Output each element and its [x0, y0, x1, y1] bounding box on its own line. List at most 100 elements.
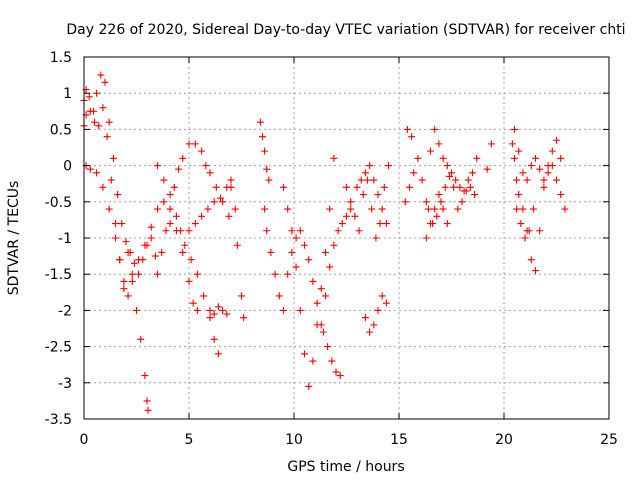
data-point — [101, 78, 109, 86]
data-point — [372, 234, 380, 242]
data-point — [330, 241, 338, 249]
data-point — [185, 277, 193, 285]
data-point — [343, 183, 350, 191]
data-point — [532, 154, 539, 162]
data-point — [105, 118, 113, 126]
data-points — [80, 71, 569, 414]
data-point — [85, 93, 93, 101]
data-point — [267, 248, 275, 256]
data-point — [424, 205, 432, 213]
data-point — [256, 118, 264, 126]
data-point — [347, 205, 355, 213]
data-point — [292, 234, 300, 242]
data-point — [166, 191, 174, 199]
data-point — [376, 220, 384, 228]
data-point — [561, 205, 569, 213]
data-point — [154, 162, 161, 170]
x-tick-labels: 0 5 10 15 20 25 — [80, 432, 618, 448]
data-point — [301, 241, 308, 249]
data-point — [122, 238, 130, 246]
data-point — [366, 328, 374, 336]
data-point — [179, 248, 187, 256]
data-point — [326, 263, 334, 271]
data-point — [515, 147, 523, 155]
data-point — [170, 183, 178, 191]
data-point — [328, 357, 336, 365]
data-point — [99, 104, 107, 112]
data-point — [200, 292, 208, 300]
data-point — [128, 277, 136, 285]
data-point — [151, 252, 159, 260]
data-point — [450, 183, 458, 191]
data-point — [97, 71, 105, 79]
data-point — [116, 256, 124, 264]
data-point — [210, 198, 218, 206]
data-point — [544, 162, 552, 170]
y-tick-label: -2 — [58, 303, 72, 319]
chart-title: Day 226 of 2020, Sidereal Day-to-day VTE… — [66, 22, 625, 38]
y-tick-label: 1.5 — [50, 50, 72, 66]
data-point — [473, 154, 481, 162]
data-point — [322, 292, 329, 300]
data-point — [403, 125, 411, 133]
data-point — [144, 406, 152, 414]
x-axis-label: GPS time / hours — [287, 459, 404, 475]
data-point — [225, 212, 233, 220]
data-point — [483, 165, 491, 173]
data-point — [544, 169, 552, 177]
data-point — [185, 227, 193, 235]
data-point — [319, 328, 327, 336]
data-point — [343, 212, 350, 220]
y-tick-label: -1 — [58, 231, 72, 247]
data-point — [240, 314, 248, 322]
data-point — [471, 191, 479, 199]
data-point — [175, 165, 182, 173]
data-point — [292, 263, 300, 271]
data-point — [445, 172, 453, 180]
data-point — [198, 147, 206, 155]
data-point — [301, 350, 308, 358]
data-point — [93, 169, 101, 177]
data-point — [189, 299, 197, 307]
data-point — [548, 147, 556, 155]
data-point — [172, 212, 180, 220]
data-point — [166, 220, 174, 228]
data-point — [418, 176, 426, 184]
data-point — [280, 183, 287, 191]
data-point — [317, 285, 325, 293]
data-point — [469, 169, 476, 177]
data-point — [296, 227, 304, 235]
data-point — [99, 183, 107, 191]
data-point — [118, 220, 126, 228]
data-point — [408, 133, 416, 141]
data-point — [217, 194, 224, 202]
data-point — [214, 303, 222, 311]
data-point — [130, 259, 138, 267]
data-point — [374, 306, 382, 314]
data-point — [347, 198, 355, 206]
data-point — [181, 241, 189, 249]
data-point — [422, 234, 430, 242]
data-point — [305, 382, 313, 390]
data-point — [86, 107, 94, 115]
data-point — [219, 306, 227, 314]
data-point — [361, 169, 369, 177]
data-point — [513, 176, 521, 184]
data-point — [366, 162, 374, 170]
data-point — [406, 183, 413, 191]
data-point — [204, 205, 212, 213]
data-point — [557, 154, 565, 162]
y-tick-label: 0.5 — [50, 122, 72, 138]
data-point — [166, 205, 174, 213]
data-point — [271, 270, 279, 278]
data-point — [368, 205, 376, 213]
data-point — [233, 241, 241, 249]
data-point — [223, 310, 231, 318]
data-point — [162, 227, 170, 235]
data-point — [107, 176, 115, 184]
data-point — [456, 183, 464, 191]
data-point — [443, 162, 451, 170]
data-point — [160, 198, 168, 206]
data-point — [231, 205, 239, 213]
data-point — [179, 154, 187, 162]
